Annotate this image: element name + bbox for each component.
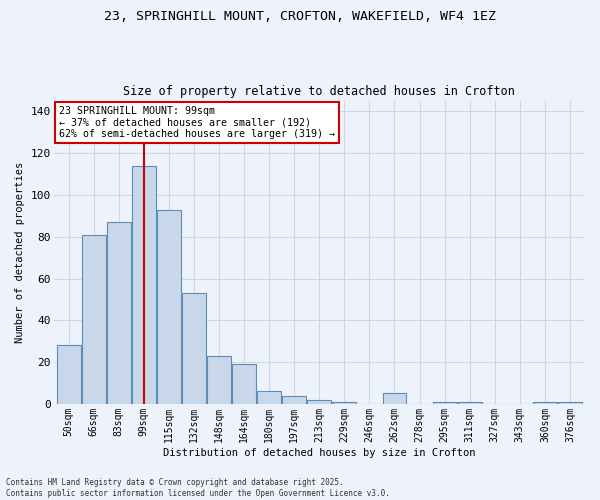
Bar [182, 293, 206, 404]
Bar [383, 394, 406, 404]
Bar [107, 222, 131, 404]
Bar [232, 364, 256, 404]
Bar [558, 402, 582, 404]
Bar [458, 402, 482, 404]
Bar [157, 210, 181, 404]
Title: Size of property relative to detached houses in Crofton: Size of property relative to detached ho… [124, 86, 515, 98]
Bar [533, 402, 557, 404]
Bar [283, 396, 306, 404]
Bar [82, 234, 106, 404]
X-axis label: Distribution of detached houses by size in Crofton: Distribution of detached houses by size … [163, 448, 476, 458]
Text: 23, SPRINGHILL MOUNT, CROFTON, WAKEFIELD, WF4 1EZ: 23, SPRINGHILL MOUNT, CROFTON, WAKEFIELD… [104, 10, 496, 23]
Bar [433, 402, 457, 404]
Bar [57, 346, 80, 404]
Text: 23 SPRINGHILL MOUNT: 99sqm
← 37% of detached houses are smaller (192)
62% of sem: 23 SPRINGHILL MOUNT: 99sqm ← 37% of deta… [59, 106, 335, 139]
Bar [332, 402, 356, 404]
Bar [132, 166, 156, 404]
Bar [207, 356, 231, 404]
Bar [307, 400, 331, 404]
Text: Contains HM Land Registry data © Crown copyright and database right 2025.
Contai: Contains HM Land Registry data © Crown c… [6, 478, 390, 498]
Y-axis label: Number of detached properties: Number of detached properties [15, 162, 25, 343]
Bar [257, 392, 281, 404]
